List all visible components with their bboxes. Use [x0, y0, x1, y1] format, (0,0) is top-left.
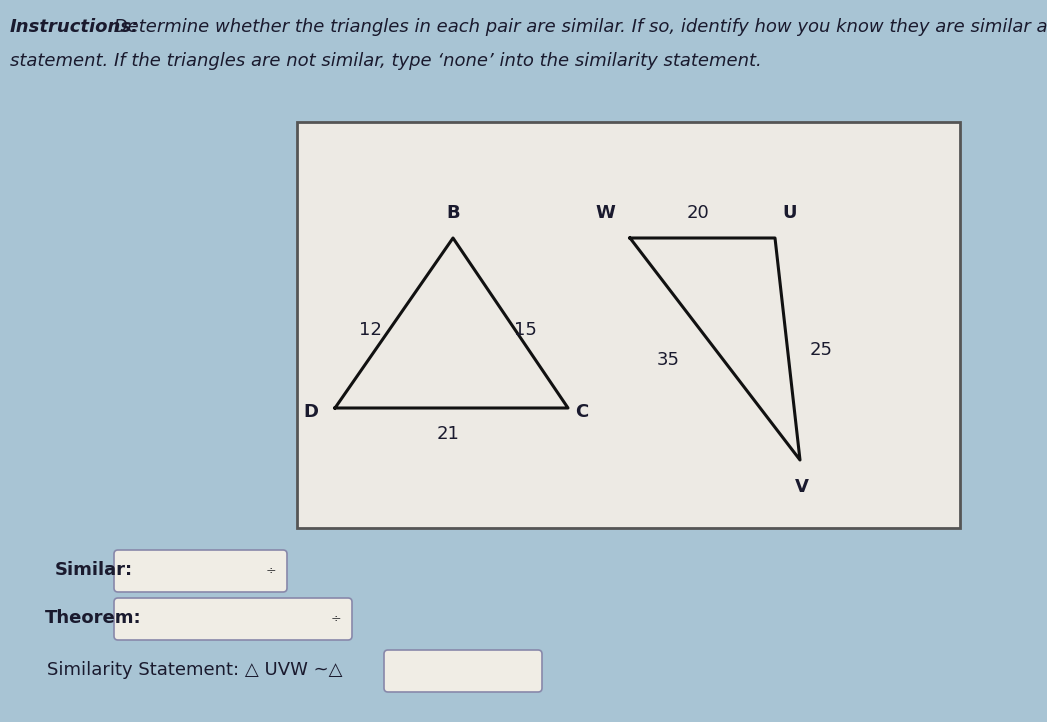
Text: D: D [303, 403, 318, 421]
Text: 20: 20 [687, 204, 710, 222]
FancyBboxPatch shape [114, 598, 352, 640]
Text: Similarity Statement: △ UVW ~△: Similarity Statement: △ UVW ~△ [47, 661, 342, 679]
Text: Similar:: Similar: [55, 561, 133, 579]
FancyBboxPatch shape [384, 650, 542, 692]
Text: 12: 12 [358, 321, 381, 339]
Text: 25: 25 [810, 341, 833, 359]
FancyBboxPatch shape [297, 122, 960, 528]
Text: Instructions:: Instructions: [10, 18, 139, 36]
FancyBboxPatch shape [114, 550, 287, 592]
Text: B: B [446, 204, 460, 222]
Text: 15: 15 [514, 321, 536, 339]
Text: W: W [595, 204, 615, 222]
Text: 21: 21 [437, 425, 460, 443]
Text: Determine whether the triangles in each pair are similar. If so, identify how yo: Determine whether the triangles in each … [108, 18, 1047, 36]
Text: statement. If the triangles are not similar, type ‘none’ into the similarity sta: statement. If the triangles are not simi… [10, 52, 762, 70]
Text: 35: 35 [658, 351, 680, 369]
Text: V: V [795, 478, 809, 496]
Text: C: C [575, 403, 588, 421]
Text: ÷: ÷ [266, 565, 276, 578]
Text: Theorem:: Theorem: [45, 609, 141, 627]
Text: ÷: ÷ [331, 612, 341, 625]
Text: U: U [782, 204, 797, 222]
